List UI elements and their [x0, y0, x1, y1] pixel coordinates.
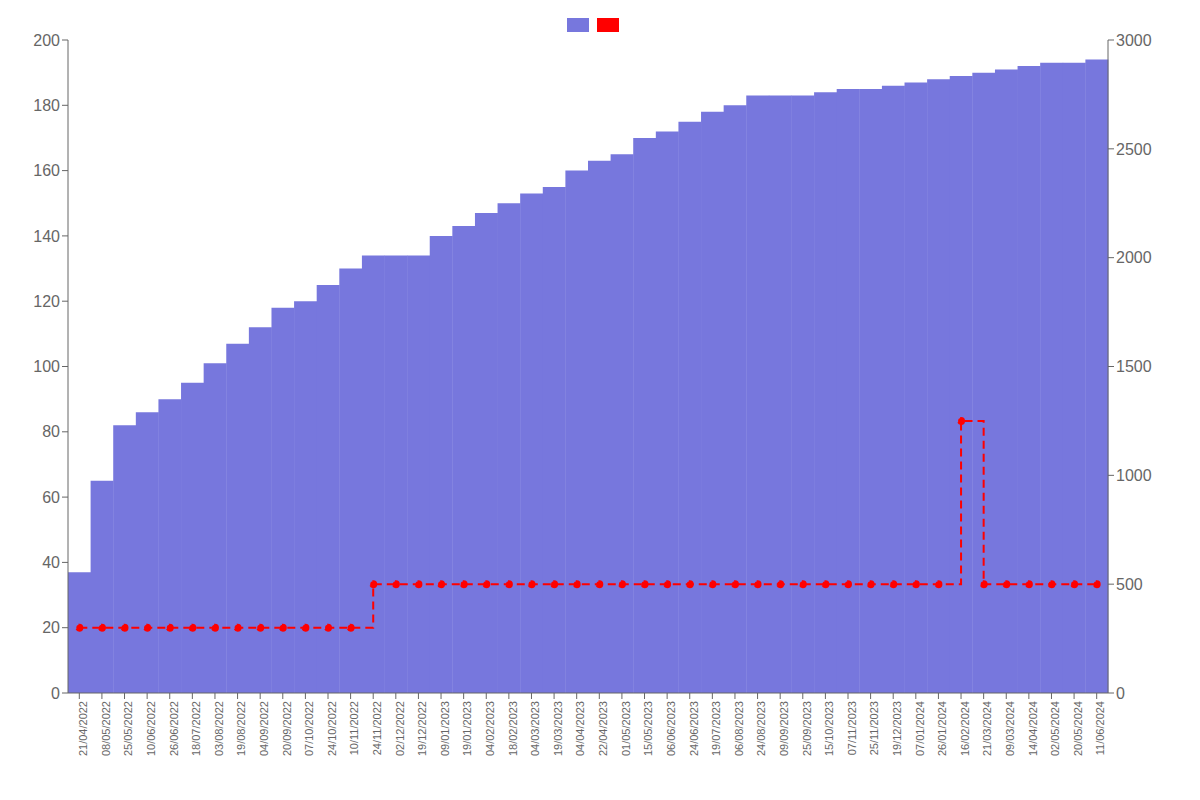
- svg-text:15/10/2023: 15/10/2023: [823, 701, 835, 756]
- svg-text:19/08/2022: 19/08/2022: [235, 701, 247, 756]
- svg-text:02/12/2022: 02/12/2022: [394, 701, 406, 756]
- svg-text:2500: 2500: [1116, 141, 1152, 158]
- svg-text:80: 80: [42, 423, 60, 440]
- svg-text:11/06/2024: 11/06/2024: [1095, 701, 1107, 755]
- svg-text:18/07/2022: 18/07/2022: [190, 701, 202, 756]
- svg-text:25/05/2022: 25/05/2022: [122, 701, 134, 756]
- svg-text:04/09/2022: 04/09/2022: [258, 701, 270, 756]
- svg-text:24/06/2023: 24/06/2023: [688, 701, 700, 756]
- svg-text:21/04/2022: 21/04/2022: [77, 701, 89, 756]
- svg-text:06/08/2023: 06/08/2023: [733, 701, 745, 756]
- svg-text:04/02/2023: 04/02/2023: [484, 701, 496, 756]
- svg-text:24/11/2022: 24/11/2022: [371, 701, 383, 755]
- svg-text:0: 0: [51, 685, 60, 702]
- svg-text:120: 120: [33, 293, 60, 310]
- svg-text:08/05/2022: 08/05/2022: [100, 701, 112, 756]
- svg-text:1500: 1500: [1116, 358, 1152, 375]
- svg-text:26/06/2022: 26/06/2022: [168, 701, 180, 756]
- svg-text:04/04/2023: 04/04/2023: [575, 701, 587, 756]
- svg-text:180: 180: [33, 97, 60, 114]
- svg-text:14/04/2024: 14/04/2024: [1027, 701, 1039, 756]
- svg-text:200: 200: [33, 32, 60, 49]
- svg-text:19/12/2022: 19/12/2022: [416, 701, 428, 756]
- svg-text:25/11/2023: 25/11/2023: [868, 701, 880, 755]
- svg-text:07/01/2024: 07/01/2024: [914, 701, 926, 756]
- svg-text:25/09/2023: 25/09/2023: [801, 701, 813, 756]
- svg-text:09/09/2023: 09/09/2023: [778, 701, 790, 756]
- svg-text:10/11/2022: 10/11/2022: [348, 701, 360, 755]
- svg-text:40: 40: [42, 554, 60, 571]
- svg-text:21/03/2024: 21/03/2024: [981, 701, 993, 756]
- svg-text:160: 160: [33, 162, 60, 179]
- svg-text:04/03/2023: 04/03/2023: [529, 701, 541, 756]
- svg-text:26/01/2024: 26/01/2024: [936, 701, 948, 756]
- svg-text:100: 100: [33, 358, 60, 375]
- svg-text:24/10/2022: 24/10/2022: [326, 701, 338, 756]
- svg-text:2000: 2000: [1116, 249, 1152, 266]
- svg-text:09/01/2023: 09/01/2023: [439, 701, 451, 756]
- svg-text:500: 500: [1116, 576, 1143, 593]
- svg-text:60: 60: [42, 489, 60, 506]
- svg-text:140: 140: [33, 228, 60, 245]
- svg-text:07/10/2022: 07/10/2022: [303, 701, 315, 756]
- svg-text:18/02/2023: 18/02/2023: [507, 701, 519, 756]
- svg-text:19/07/2023: 19/07/2023: [710, 701, 722, 756]
- svg-text:19/01/2023: 19/01/2023: [461, 701, 473, 756]
- svg-text:20: 20: [42, 619, 60, 636]
- svg-text:07/11/2023: 07/11/2023: [846, 701, 858, 755]
- svg-text:10/06/2022: 10/06/2022: [145, 701, 157, 756]
- svg-text:01/05/2023: 01/05/2023: [620, 701, 632, 756]
- svg-text:02/05/2024: 02/05/2024: [1049, 701, 1061, 756]
- svg-text:19/12/2023: 19/12/2023: [891, 701, 903, 756]
- svg-text:1000: 1000: [1116, 467, 1152, 484]
- svg-text:20/09/2022: 20/09/2022: [281, 701, 293, 756]
- svg-text:03/08/2022: 03/08/2022: [213, 701, 225, 756]
- svg-text:16/02/2024: 16/02/2024: [959, 701, 971, 756]
- svg-text:0: 0: [1116, 685, 1125, 702]
- svg-text:24/08/2023: 24/08/2023: [755, 701, 767, 756]
- svg-text:15/05/2023: 15/05/2023: [642, 701, 654, 756]
- svg-text:19/03/2023: 19/03/2023: [552, 701, 564, 756]
- svg-text:09/03/2024: 09/03/2024: [1004, 701, 1016, 756]
- svg-text:22/04/2023: 22/04/2023: [597, 701, 609, 756]
- svg-text:06/06/2023: 06/06/2023: [665, 701, 677, 756]
- svg-text:3000: 3000: [1116, 32, 1152, 49]
- svg-text:20/05/2024: 20/05/2024: [1072, 701, 1084, 756]
